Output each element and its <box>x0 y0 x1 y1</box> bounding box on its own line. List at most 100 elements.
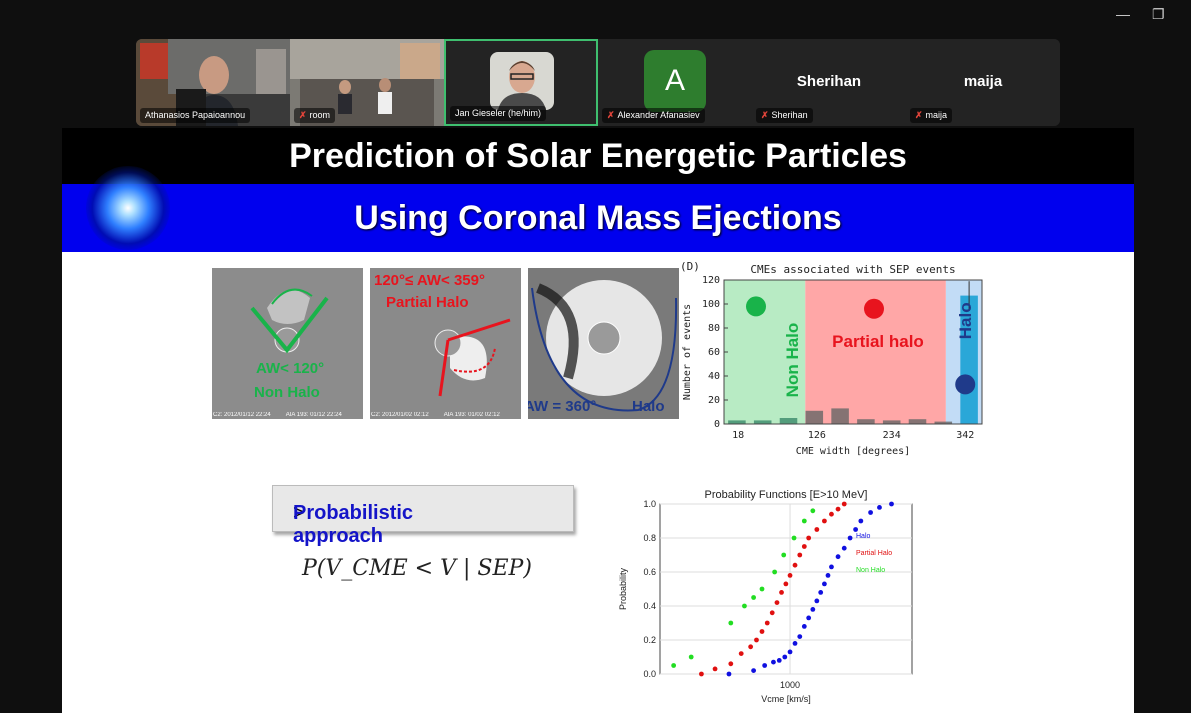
data-point <box>858 518 864 524</box>
x-tick-label: 1000 <box>780 680 800 690</box>
region-label-non-halo: Non Halo <box>783 323 802 398</box>
data-point <box>712 666 718 672</box>
y-tick-label: 0.8 <box>643 533 656 543</box>
region-label-halo: Halo <box>956 302 975 339</box>
data-point <box>806 535 812 541</box>
plot-frame <box>659 503 913 675</box>
bar <box>728 420 746 424</box>
data-point <box>769 610 775 616</box>
video-feed <box>136 39 290 126</box>
data-point <box>868 510 873 515</box>
data-point <box>792 641 798 646</box>
panel-label: (D) <box>680 260 700 273</box>
sun-logo-icon <box>86 166 170 250</box>
probability-formula: P(V_CME < V | SEP) <box>302 556 532 581</box>
data-point <box>853 527 859 532</box>
y-axis-label: Probability <box>618 567 628 610</box>
y-tick-label: 0.2 <box>643 635 656 645</box>
data-point <box>822 518 827 524</box>
participant-tile[interactable]: ✗ room <box>290 39 444 126</box>
data-point <box>822 581 827 587</box>
bar <box>934 421 953 424</box>
coronagraph-drawing <box>212 268 363 419</box>
participant-name: ✗ room <box>294 108 336 123</box>
data-point <box>671 663 677 668</box>
y-tick-label: 0.0 <box>643 669 656 679</box>
x-tick-label: 18 <box>732 430 744 441</box>
data-point <box>841 501 847 507</box>
participant-tile[interactable]: Athanasios Papaioannou <box>136 39 290 126</box>
participant-tile[interactable]: A ✗ Alexander Afanasiev <box>598 39 752 126</box>
shared-slide: Prediction of Solar Energetic Particles … <box>62 128 1134 713</box>
y-tick-label: 40 <box>708 371 720 382</box>
y-tick-label: 1.0 <box>643 499 656 509</box>
participant-tile[interactable]: maija ✗ maija <box>906 39 1060 126</box>
panel-label: Non Halo <box>254 384 320 401</box>
chart-title: Probability Functions [E>10 MeV] <box>705 489 868 501</box>
avatar: A <box>644 50 706 112</box>
bar <box>831 408 849 424</box>
data-point <box>847 535 853 541</box>
mic-muted-icon: ✗ <box>299 110 307 120</box>
data-point <box>810 607 816 612</box>
panel-footer: C2: 2012/01/02 02:12 AIA 193: 01/02 02:1… <box>371 412 500 418</box>
data-point <box>835 506 841 512</box>
data-point <box>754 637 759 643</box>
data-point <box>728 620 734 626</box>
coronagraph-drawing <box>370 268 521 419</box>
data-point <box>699 671 704 677</box>
data-point <box>801 624 807 629</box>
panel-label: Partial Halo <box>386 294 469 311</box>
mic-muted-icon: ✗ <box>761 110 769 120</box>
data-point <box>726 671 732 677</box>
participant-display-name: maija <box>963 73 1003 90</box>
data-point <box>783 581 789 587</box>
x-tick-label: 342 <box>956 430 974 441</box>
bar <box>805 410 824 424</box>
y-tick-label: 0 <box>714 419 720 430</box>
participant-strip: Athanasios Papaioannou ✗ room Jan Giesele… <box>136 39 1060 126</box>
y-tick-label: 80 <box>708 323 720 334</box>
data-point <box>829 511 834 517</box>
data-point <box>829 564 834 570</box>
data-point <box>771 659 776 665</box>
data-point <box>810 508 816 514</box>
y-tick-label: 20 <box>708 395 720 406</box>
data-point <box>818 590 824 595</box>
data-point <box>776 658 782 663</box>
coronagraph-image-partial-halo: 120°≤ AW< 359° Partial Halo C2: 2012/01/… <box>370 268 521 419</box>
bar <box>908 419 927 424</box>
halo-dot <box>955 374 976 395</box>
restore-icon[interactable]: ❐ <box>1152 6 1165 22</box>
participant-tile-active-speaker[interactable]: Jan Gieseler (he/him) <box>444 39 598 126</box>
x-tick-label: 126 <box>808 430 826 441</box>
bar <box>753 420 772 424</box>
mic-muted-icon: ✗ <box>915 110 923 120</box>
data-point <box>835 554 841 560</box>
panel-label: AW = 360° <box>528 398 597 415</box>
data-point <box>787 649 793 655</box>
panel-label: 120°≤ AW< 359° <box>374 272 485 289</box>
data-point <box>825 573 831 578</box>
data-point <box>889 501 894 507</box>
participant-name: ✗ Sherihan <box>756 108 813 123</box>
probabilistic-approach-box: > Probabilistic approach <box>272 485 574 547</box>
partial-halo-dot <box>864 298 884 319</box>
data-point <box>738 651 744 656</box>
panel-label: AW< 120° <box>256 360 325 377</box>
participant-name: ✗ maija <box>910 108 953 123</box>
non-halo-dot <box>746 296 766 317</box>
x-tick-label: 234 <box>883 430 901 441</box>
mic-muted-icon: ✗ <box>607 110 615 120</box>
data-point <box>748 644 754 650</box>
data-point <box>814 598 820 604</box>
data-point <box>797 552 803 558</box>
y-tick-label: 60 <box>708 347 720 358</box>
data-point <box>791 535 797 541</box>
data-point <box>759 629 765 634</box>
participant-tile[interactable]: Sherihan ✗ Sherihan <box>752 39 906 126</box>
data-point <box>814 527 820 532</box>
minimize-icon[interactable]: — <box>1116 6 1130 22</box>
data-point <box>759 586 765 592</box>
data-point <box>797 634 803 639</box>
